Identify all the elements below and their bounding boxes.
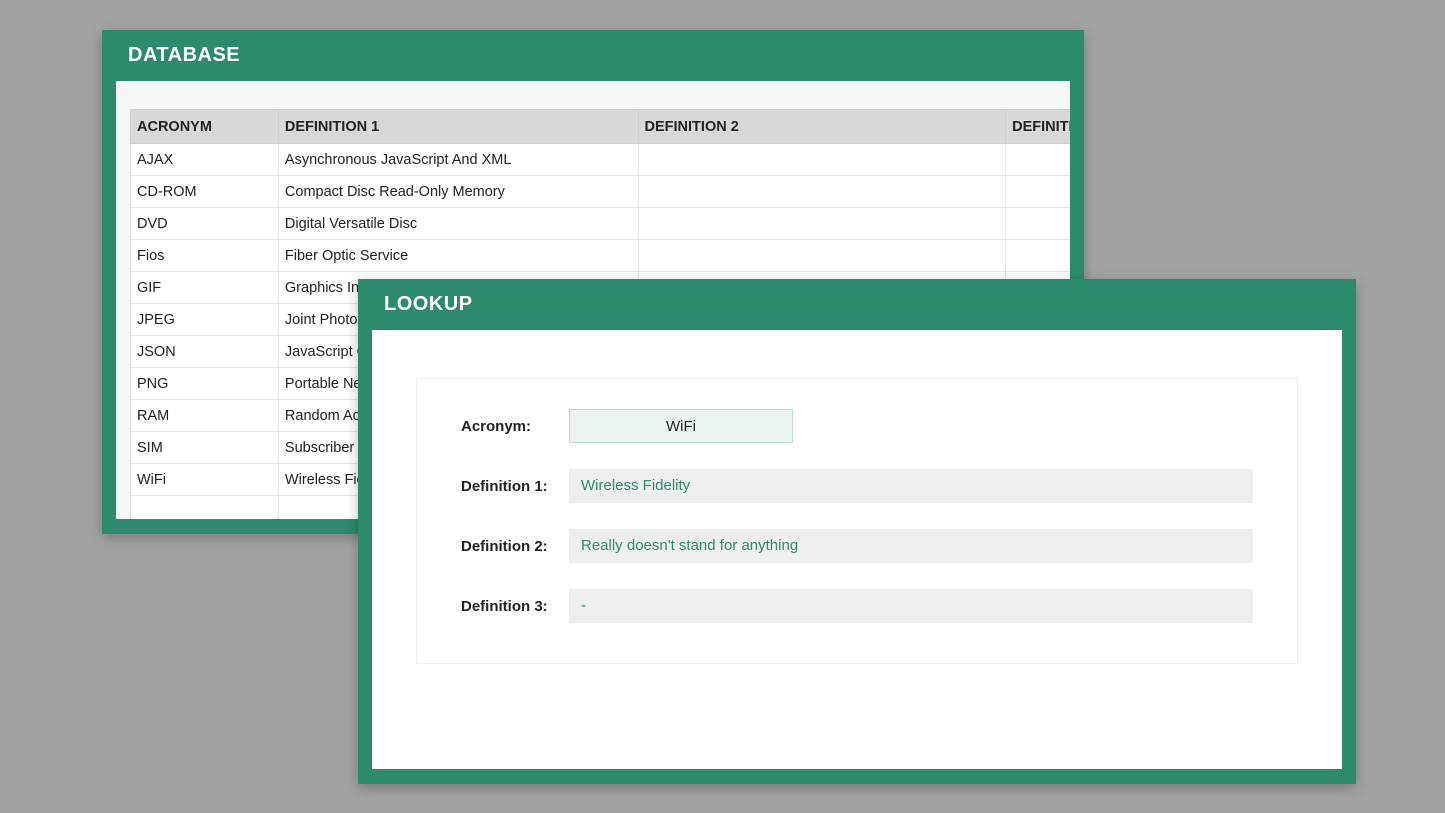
lookup-row-def1: Definition 1: Wireless Fidelity [461, 469, 1253, 503]
def2-output: Really doesn't stand for anything [569, 529, 1253, 563]
col-header-def2: DEFINITION 2 [638, 110, 1006, 144]
table-cell-def2[interactable] [638, 208, 1006, 240]
table-cell-acronym[interactable]: WiFi [131, 464, 279, 496]
table-cell-def1[interactable]: Asynchronous JavaScript And XML [278, 144, 638, 176]
table-row: CD-ROMCompact Disc Read-Only Memory [131, 176, 1071, 208]
table-cell-acronym[interactable]: PNG [131, 368, 279, 400]
table-cell-acronym[interactable]: RAM [131, 400, 279, 432]
table-cell-acronym[interactable]: AJAX [131, 144, 279, 176]
table-row: FiosFiber Optic Service [131, 240, 1071, 272]
acronym-label: Acronym: [461, 418, 569, 435]
table-cell-acronym[interactable] [131, 496, 279, 520]
table-cell-def1[interactable]: Compact Disc Read-Only Memory [278, 176, 638, 208]
table-cell-def2[interactable] [638, 144, 1006, 176]
table-cell-acronym[interactable]: JPEG [131, 304, 279, 336]
def1-output: Wireless Fidelity [569, 469, 1253, 503]
col-header-def3: DEFINITION [1006, 110, 1070, 144]
table-cell-def1[interactable]: Fiber Optic Service [278, 240, 638, 272]
table-row: AJAXAsynchronous JavaScript And XML [131, 144, 1071, 176]
database-title: DATABASE [102, 30, 1084, 81]
def1-label: Definition 1: [461, 478, 569, 495]
table-cell-def3[interactable] [1006, 176, 1070, 208]
table-cell-def2[interactable] [638, 176, 1006, 208]
col-header-acronym: ACRONYM [131, 110, 279, 144]
table-cell-acronym[interactable]: GIF [131, 272, 279, 304]
table-cell-acronym[interactable]: Fios [131, 240, 279, 272]
lookup-title: LOOKUP [358, 279, 1356, 330]
table-cell-acronym[interactable]: JSON [131, 336, 279, 368]
table-cell-def3[interactable] [1006, 240, 1070, 272]
table-cell-acronym[interactable]: CD-ROM [131, 176, 279, 208]
col-header-def1: DEFINITION 1 [278, 110, 638, 144]
table-cell-def1[interactable]: Digital Versatile Disc [278, 208, 638, 240]
table-cell-def3[interactable] [1006, 144, 1070, 176]
lookup-row-def2: Definition 2: Really doesn't stand for a… [461, 529, 1253, 563]
table-cell-acronym[interactable]: SIM [131, 432, 279, 464]
lookup-form: Acronym: Definition 1: Wireless Fidelity… [416, 378, 1298, 664]
lookup-row-acronym: Acronym: [461, 409, 1253, 443]
def2-label: Definition 2: [461, 538, 569, 555]
lookup-body: Acronym: Definition 1: Wireless Fidelity… [372, 330, 1342, 769]
table-row: DVDDigital Versatile Disc [131, 208, 1071, 240]
table-cell-acronym[interactable]: DVD [131, 208, 279, 240]
def3-output: - [569, 589, 1253, 623]
table-cell-def2[interactable] [638, 240, 1006, 272]
table-cell-def3[interactable] [1006, 208, 1070, 240]
lookup-panel: LOOKUP Acronym: Definition 1: Wireless F… [358, 279, 1356, 784]
table-header-row: ACRONYM DEFINITION 1 DEFINITION 2 DEFINI… [131, 110, 1071, 144]
lookup-row-def3: Definition 3: - [461, 589, 1253, 623]
def3-label: Definition 3: [461, 598, 569, 615]
acronym-input[interactable] [569, 409, 793, 443]
